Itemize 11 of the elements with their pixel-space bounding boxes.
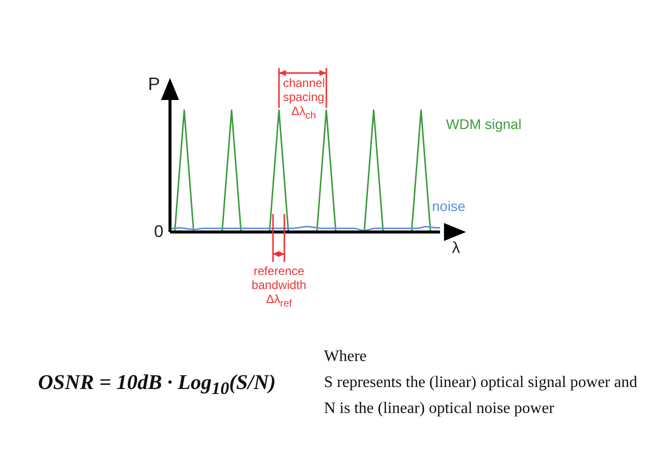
text: S represents the (linear) optical signal power and xyxy=(324,374,638,392)
text: N is the (linear) optical noise power xyxy=(324,400,554,418)
text: Where xyxy=(324,348,367,366)
series-label: noise xyxy=(432,198,466,214)
text: 0 xyxy=(154,222,164,242)
text: reference bandwidth Δλ$_{ref}$ xyxy=(250,264,308,312)
text: OSNR = 10dB · Log$_{10}$(S/N) xyxy=(38,370,276,400)
annotation: channel spacing Δλ$_{ch}$ xyxy=(282,76,325,124)
x-axis-title: λ xyxy=(452,240,460,258)
y-axis-title: P xyxy=(148,74,160,95)
series-label: WDM signal xyxy=(446,116,522,132)
